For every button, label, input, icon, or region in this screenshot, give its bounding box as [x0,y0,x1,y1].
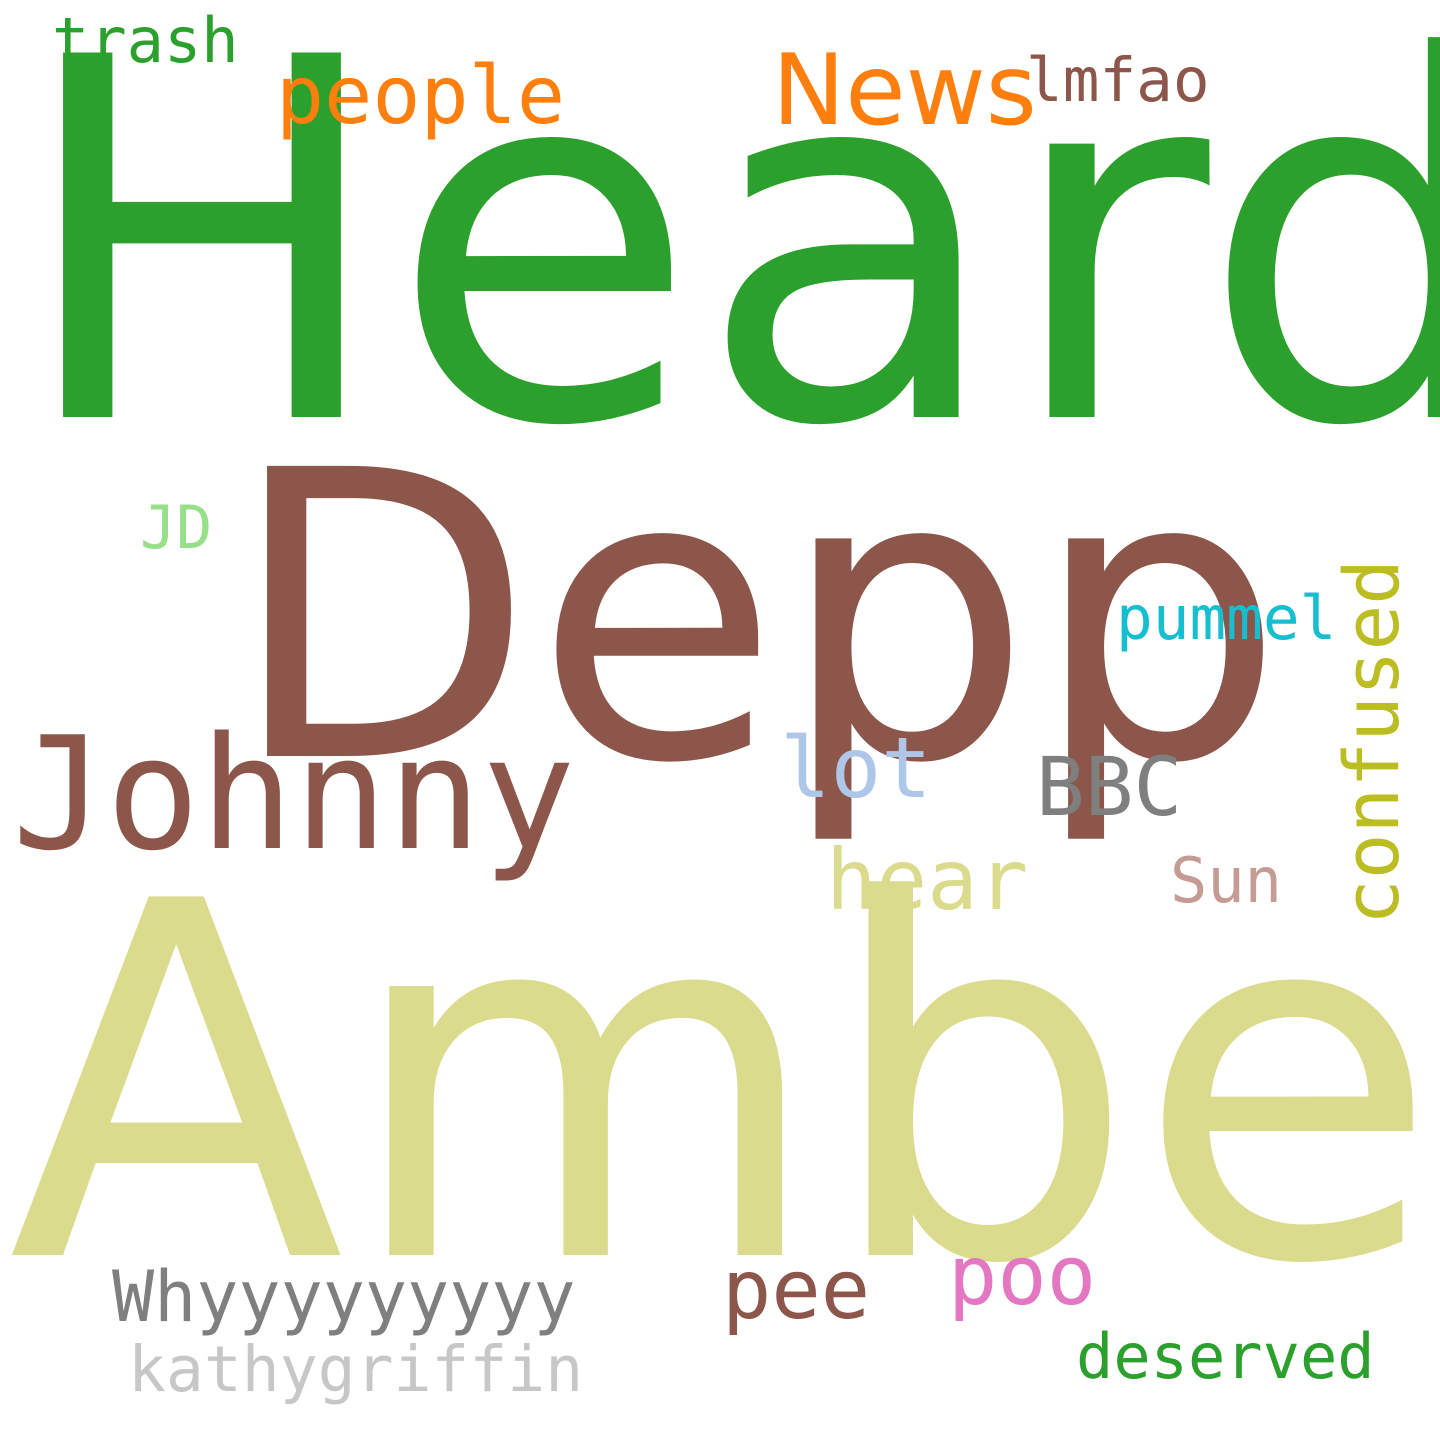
word-poo: poo [948,1229,1097,1324]
word-bbc: BBC [1036,741,1183,835]
word-pummel: pummel [1116,583,1337,654]
word-whyyyyyyyyy: Whyyyyyyyyy [112,1256,576,1338]
word-pee: pee [722,1243,871,1338]
word-confused: confused [1327,558,1416,925]
word-depp: Depp [228,387,1285,850]
word-hear: hear [826,831,1029,929]
word-trash: trash [52,4,239,77]
word-johnny: Johnny [12,703,576,885]
word-people: people [276,49,565,142]
word-deserved: deserved [1076,1320,1375,1393]
word-lot: lot [780,719,932,817]
word-heard: Heard [14,0,1440,535]
word-sun: Sun [1170,844,1282,917]
word-jd: JD [140,493,213,563]
word-lmfao: lmfao [1026,45,1210,116]
word-news: News [772,34,1037,148]
word-kathygriffin: kathygriffin [128,1333,584,1406]
word-amber: Amber [8,799,1440,1372]
